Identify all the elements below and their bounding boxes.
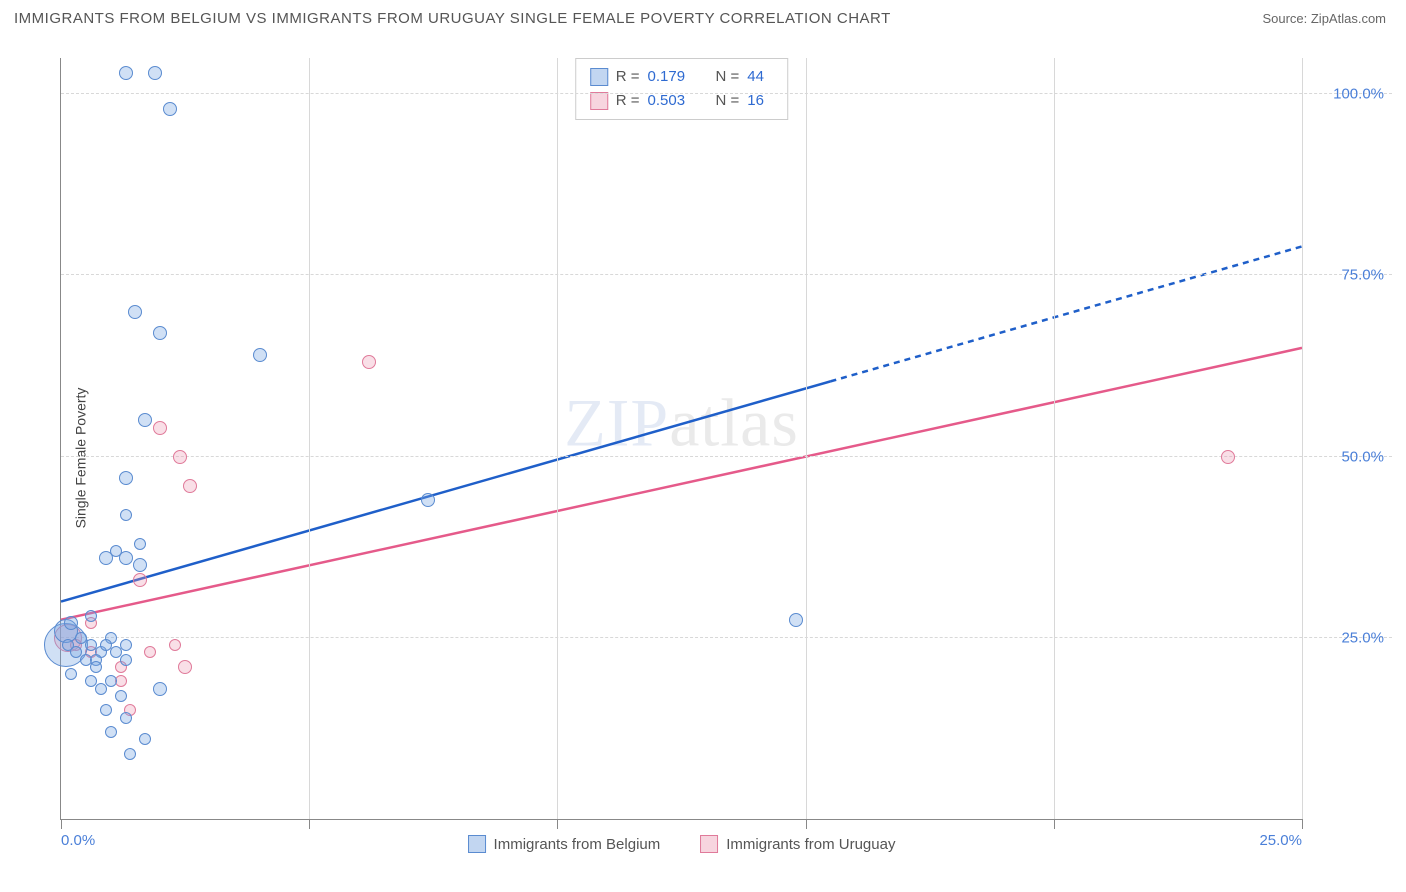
data-point-belgium <box>119 471 133 485</box>
data-point-belgium <box>85 610 97 622</box>
data-point-uruguay <box>153 421 167 435</box>
data-point-belgium <box>64 616 78 630</box>
data-point-belgium <box>124 748 136 760</box>
legend-item-belgium: Immigrants from Belgium <box>468 835 661 853</box>
x-tick-label: 0.0% <box>61 832 95 849</box>
x-tick <box>1054 819 1055 829</box>
data-point-belgium <box>110 545 122 557</box>
data-point-belgium <box>120 654 132 666</box>
data-point-belgium <box>421 493 435 507</box>
data-point-belgium <box>100 704 112 716</box>
plot-area: ZIPatlas R = 0.179 N = 44 R = 0.503 N = … <box>60 58 1302 820</box>
x-tick <box>557 819 558 829</box>
data-point-belgium <box>253 348 267 362</box>
chart-container: Single Female Poverty ZIPatlas R = 0.179… <box>14 40 1392 876</box>
x-tick-label: 25.0% <box>1259 832 1302 849</box>
gridline-h <box>61 93 1392 94</box>
legend-series: Immigrants from Belgium Immigrants from … <box>468 835 896 853</box>
regression-line <box>61 348 1302 620</box>
data-point-belgium <box>138 413 152 427</box>
data-point-uruguay <box>183 479 197 493</box>
legend-item-uruguay: Immigrants from Uruguay <box>700 835 895 853</box>
data-point-belgium <box>153 682 167 696</box>
data-point-belgium <box>789 613 803 627</box>
swatch-uruguay-icon <box>700 835 718 853</box>
swatch-belgium-icon <box>590 68 608 86</box>
data-point-belgium <box>90 661 102 673</box>
data-point-belgium <box>105 726 117 738</box>
y-tick-label: 50.0% <box>1341 448 1384 465</box>
gridline-v <box>309 58 310 829</box>
data-point-belgium <box>153 326 167 340</box>
data-point-uruguay <box>133 573 147 587</box>
r-label: R = <box>616 65 640 89</box>
y-tick-label: 75.0% <box>1341 267 1384 284</box>
data-point-belgium <box>115 690 127 702</box>
data-point-uruguay <box>1221 450 1235 464</box>
gridline-v <box>806 58 807 829</box>
data-point-belgium <box>105 675 117 687</box>
data-point-belgium <box>119 66 133 80</box>
data-point-belgium <box>120 712 132 724</box>
n-value-belgium: 44 <box>747 65 773 89</box>
data-point-belgium <box>133 558 147 572</box>
regression-line <box>61 381 830 601</box>
x-tick <box>61 819 62 829</box>
r-value-belgium: 0.179 <box>648 65 702 89</box>
n-label: N = <box>716 65 740 89</box>
data-point-uruguay <box>362 355 376 369</box>
gridline-h <box>61 637 1392 638</box>
data-point-belgium <box>120 639 132 651</box>
regression-line <box>830 246 1302 381</box>
data-point-belgium <box>128 305 142 319</box>
chart-title: IMMIGRANTS FROM BELGIUM VS IMMIGRANTS FR… <box>14 10 891 27</box>
data-point-uruguay <box>144 646 156 658</box>
gridline-h <box>61 456 1392 457</box>
legend-correlation: R = 0.179 N = 44 R = 0.503 N = 16 <box>575 58 789 120</box>
y-tick-label: 100.0% <box>1333 86 1384 103</box>
legend-label-belgium: Immigrants from Belgium <box>494 836 661 853</box>
data-point-uruguay <box>178 660 192 674</box>
x-tick <box>806 819 807 829</box>
data-point-belgium <box>134 538 146 550</box>
data-point-uruguay <box>173 450 187 464</box>
x-tick <box>1302 819 1303 829</box>
chart-source: Source: ZipAtlas.com <box>1262 11 1386 26</box>
gridline-v <box>1302 58 1303 829</box>
legend-row-belgium: R = 0.179 N = 44 <box>590 65 774 89</box>
gridline-v <box>557 58 558 829</box>
data-point-belgium <box>139 733 151 745</box>
regression-lines <box>61 58 1302 819</box>
y-tick-label: 25.0% <box>1341 629 1384 646</box>
chart-header: IMMIGRANTS FROM BELGIUM VS IMMIGRANTS FR… <box>0 0 1406 33</box>
data-point-belgium <box>120 509 132 521</box>
data-point-belgium <box>163 102 177 116</box>
legend-label-uruguay: Immigrants from Uruguay <box>726 836 895 853</box>
gridline-v <box>1054 58 1055 829</box>
swatch-uruguay-icon <box>590 92 608 110</box>
data-point-belgium <box>148 66 162 80</box>
data-point-uruguay <box>169 639 181 651</box>
data-point-belgium <box>65 668 77 680</box>
swatch-belgium-icon <box>468 835 486 853</box>
x-tick <box>309 819 310 829</box>
gridline-h <box>61 274 1392 275</box>
